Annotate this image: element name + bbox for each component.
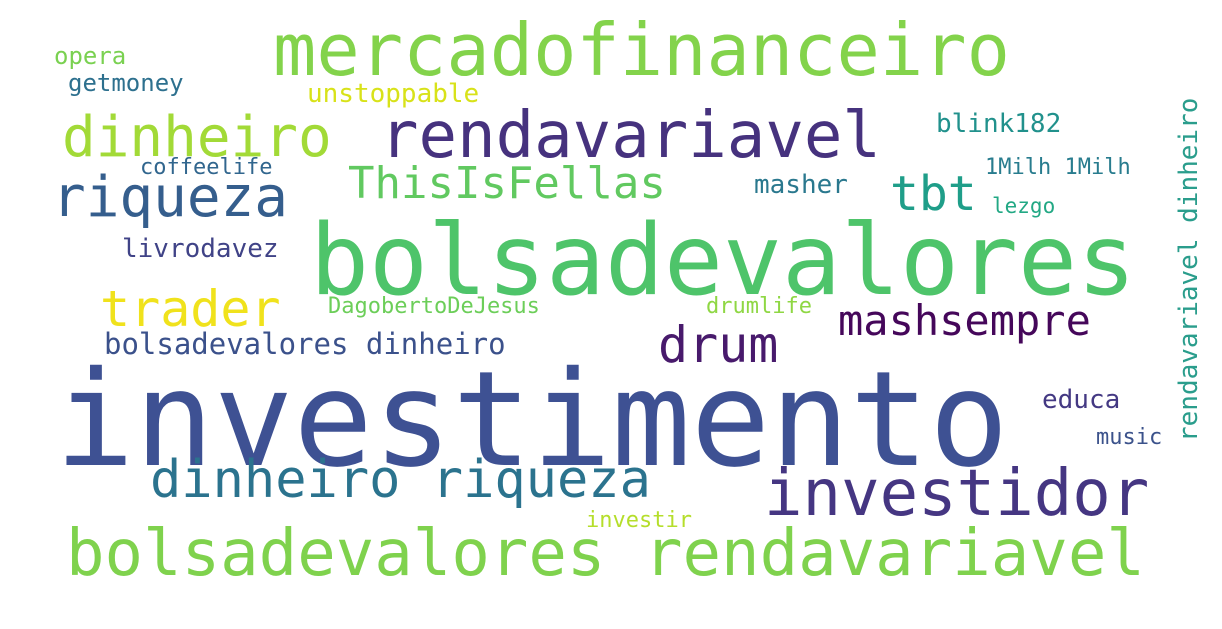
word-livrodavez: livrodavez [122, 234, 279, 264]
word-1milh: 1Milh 1Milh [985, 155, 1131, 180]
word-investidor: investidor [764, 457, 1150, 531]
word-bolsadevalores: bolsadevalores [310, 204, 1137, 318]
word-masher: masher [754, 170, 848, 200]
word-mashsempre: mashsempre [838, 296, 1091, 345]
word-music: music [1096, 425, 1163, 450]
word-drum: drum [658, 316, 779, 374]
word-thisisfellas: ThisIsFellas [348, 158, 666, 209]
word-educa: educa [1042, 385, 1121, 415]
word-rendavariavel: rendavariavel [380, 99, 881, 173]
word-lezgo: lezgo [992, 194, 1056, 218]
word-mercadofinanceiro: mercadofinanceiro [273, 8, 1010, 92]
word-drumlife: drumlife [706, 294, 812, 319]
word-dinheiro-riqueza: dinheiro riqueza [150, 450, 651, 510]
word-bolsadevalores-dinheiro: bolsadevalores dinheiro [104, 327, 506, 361]
word-investimento: investimento [55, 343, 1009, 497]
word-riqueza: riqueza [52, 165, 289, 230]
word-tbt: tbt [890, 166, 977, 222]
word-rendavariavel-dinheiro-vertical: rendavariavel dinheiro [1174, 97, 1204, 442]
word-dagobertodejesus: DagobertoDeJesus [328, 294, 540, 319]
word-getmoney: getmoney [68, 69, 184, 97]
word-investir: investir [586, 508, 692, 533]
word-trader: trader [100, 280, 281, 338]
word-unstoppable: unstoppable [307, 79, 480, 109]
word-blink182: blink182 [936, 109, 1062, 139]
word-bolsadevalores-rendavariavel: bolsadevalores rendavariavel [66, 517, 1145, 591]
word-coffeelife: coffeelife [140, 155, 273, 180]
word-dinheiro: dinheiro [62, 105, 332, 170]
word-opera: opera [54, 42, 127, 70]
